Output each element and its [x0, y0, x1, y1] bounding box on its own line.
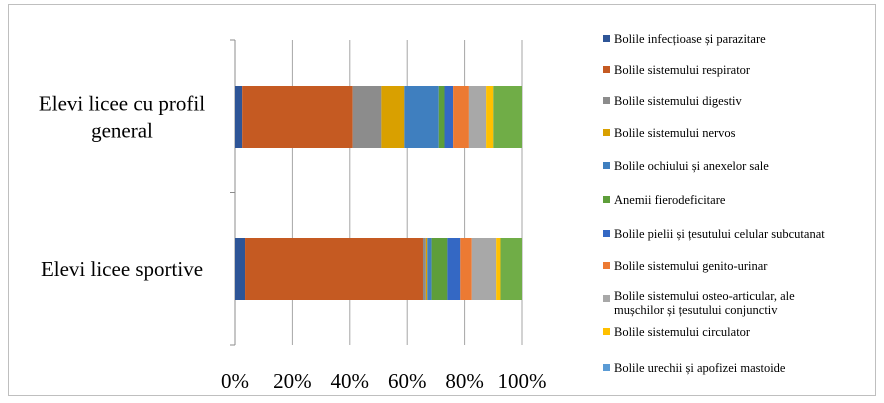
legend-label-4: Bolile ochiului și anexelor sale	[614, 159, 769, 173]
bar-segment-1-2	[422, 238, 426, 300]
bar-segment-0-0	[235, 86, 243, 148]
bar-segment-1-3	[425, 238, 428, 300]
category-label-1-0: Elevi licee sportive	[41, 257, 203, 281]
legend-label-9: Bolile sistemului circulator	[614, 325, 751, 339]
legend-label-8-line1: Bolile sistemului osteo-articular, ale	[614, 289, 795, 303]
bar-segment-0-5	[438, 86, 445, 148]
legend-label-6: Bolile pielii și țesutului celular subcu…	[614, 227, 825, 241]
bar-segment-0-8	[468, 86, 487, 148]
bar-segment-1-0	[235, 238, 246, 300]
legend-swatch-3	[603, 129, 610, 136]
chart-frame	[8, 4, 876, 396]
bar-segment-0-7	[453, 86, 469, 148]
legend-swatch-2	[603, 97, 610, 104]
legend-label-3: Bolile sistemului nervos	[614, 126, 736, 140]
legend-swatch-10	[603, 364, 610, 371]
bar-segment-0-9	[486, 86, 494, 148]
bar-segment-1-11	[500, 238, 522, 300]
x-tick-label-4: 80%	[445, 369, 484, 393]
x-tick-label-2: 40%	[331, 369, 370, 393]
legend-label-1: Bolile sistemului respirator	[614, 63, 751, 77]
legend-swatch-9	[603, 328, 610, 335]
x-tick-label-0: 0%	[221, 369, 249, 393]
legend-swatch-1	[603, 66, 610, 73]
bar-segment-0-3	[381, 86, 405, 148]
x-tick-label-5: 100%	[498, 369, 547, 393]
legend-label-10: Bolile urechii și apofizei mastoide	[614, 361, 786, 375]
bar-segment-0-11	[493, 86, 522, 148]
category-label-0-1: general	[91, 119, 153, 143]
bar-segment-0-1	[242, 86, 353, 148]
legend-swatch-5	[603, 196, 610, 203]
legend-swatch-6	[603, 230, 610, 237]
bar-segment-1-4	[427, 238, 432, 300]
bar-segment-1-5	[431, 238, 448, 300]
bar-segment-1-1	[245, 238, 423, 300]
category-label-0-0: Elevi licee cu profil	[39, 92, 205, 116]
legend-label-5: Anemii fierodeficitare	[614, 193, 726, 207]
x-tick-label-3: 60%	[388, 369, 427, 393]
bar-segment-0-2	[352, 86, 382, 148]
bar-segment-1-7	[460, 238, 472, 300]
bar-segment-1-9	[496, 238, 501, 300]
x-tick-label-1: 20%	[273, 369, 312, 393]
bar-segment-0-4	[404, 86, 439, 148]
legend-label-8-line2: mușchilor și țesutului conjunctiv	[614, 303, 778, 317]
bar-segment-0-6	[444, 86, 454, 148]
legend-label-7: Bolile sistemului genito-urinar	[614, 259, 768, 273]
legend-swatch-0	[603, 35, 610, 42]
legend-label-2: Bolile sistemului digestiv	[614, 94, 743, 108]
legend-swatch-7	[603, 262, 610, 269]
legend-swatch-4	[603, 162, 610, 169]
bar-segment-1-6	[447, 238, 461, 300]
bar-segment-1-8	[471, 238, 497, 300]
legend-swatch-8	[603, 295, 610, 302]
legend-label-0: Bolile infecțioase și parazitare	[614, 32, 766, 46]
